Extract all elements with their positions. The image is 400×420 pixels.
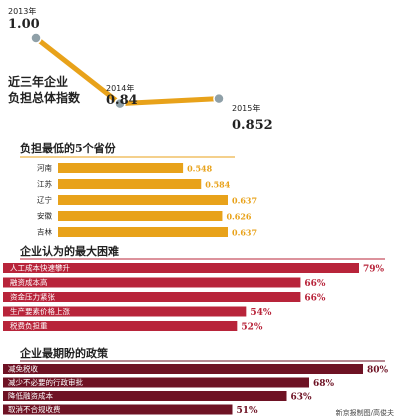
bar-value-label: 0.584: [205, 180, 230, 190]
bar: [58, 195, 228, 205]
bar-category-label: 减少不必要的行政审批: [8, 377, 83, 387]
index-point-marker: [114, 97, 126, 110]
index-value-label: 1.00: [8, 17, 40, 32]
bar-category-label: 资金压力紧张: [10, 292, 55, 302]
bar-value-label: 51%: [237, 406, 259, 416]
bar: [3, 263, 359, 273]
bar: [3, 277, 301, 288]
index-value-label: 0.84: [106, 93, 138, 108]
bar: [3, 321, 238, 331]
line-chart-title-line2: 负担总体指数: [8, 90, 81, 105]
bar-value-label: 68%: [313, 379, 335, 389]
bar: [58, 211, 223, 221]
credit-text: 新京报制图/高俊夫: [336, 408, 394, 417]
index-point-marker: [30, 32, 42, 44]
bar-category-label: 融资成本高: [10, 277, 48, 287]
bar-value-label: 0.626: [226, 212, 251, 222]
bar: [3, 404, 233, 415]
bar-category-label: 取消不合规收费: [8, 404, 61, 414]
bar-category-label: 减免税收: [8, 364, 38, 374]
bar-value-label: 66%: [304, 279, 326, 289]
bar-category-label: 吉林: [37, 227, 52, 237]
index-year-label: 2015年: [232, 103, 260, 113]
provinces-chart-title: 负担最低的5个省份: [20, 141, 117, 155]
bar-value-label: 0.637: [232, 228, 257, 238]
bar: [58, 163, 184, 173]
bar-category-label: 税费负担重: [10, 321, 48, 331]
desired-policies-chart: 企业最期盼的政策 减免税收 80% 减少不必要的行政审批 68% 降低融资成本 63% 取消…: [3, 346, 389, 416]
bar-value-label: 66%: [304, 294, 326, 304]
bar-value-label: 80%: [367, 366, 389, 376]
bar-category-label: 河南: [37, 163, 52, 173]
bar-value-label: 52%: [241, 323, 263, 333]
bar: [3, 292, 301, 302]
bar-category-label: 降低融资成本: [8, 391, 53, 401]
index-year-label: 2014年: [106, 83, 134, 93]
bar: [3, 306, 247, 317]
line-chart-title-line1: 近三年企业: [8, 74, 68, 89]
bar-value-label: 54%: [250, 308, 272, 318]
bar-category-label: 辽宁: [37, 195, 52, 205]
bar: [58, 179, 202, 189]
bar-value-label: 63%: [291, 393, 313, 403]
index-value-label: 0.852: [232, 118, 273, 133]
bar-category-label: 生产要素价格上涨: [10, 306, 70, 316]
bar-value-label: 0.548: [187, 164, 212, 174]
bar-value-label: 79%: [363, 265, 385, 275]
bar-category-label: 江苏: [37, 179, 52, 189]
bar-category-label: 人工成本快速攀升: [10, 263, 70, 273]
difficulties-chart-title: 企业认为的最大困难: [19, 244, 119, 258]
lowest-burden-provinces-chart: 负担最低的5个省份 河南 0.548 江苏 0.584 辽宁 0.637 安徽 0.626 吉林…: [20, 141, 257, 238]
policies-chart-title: 企业最期盼的政策: [19, 346, 109, 360]
bar: [3, 364, 363, 374]
bar-value-label: 0.637: [232, 196, 257, 206]
bar-category-label: 安徽: [37, 211, 52, 221]
biggest-difficulties-chart: 企业认为的最大困难 人工成本快速攀升 79% 融资成本高 66% 资金压力紧张 66% 生产…: [3, 244, 385, 333]
index-year-label: 2013年: [8, 6, 36, 16]
bar: [3, 377, 309, 388]
index-point-marker: [213, 92, 225, 105]
bar: [58, 227, 228, 237]
bar: [3, 391, 287, 401]
